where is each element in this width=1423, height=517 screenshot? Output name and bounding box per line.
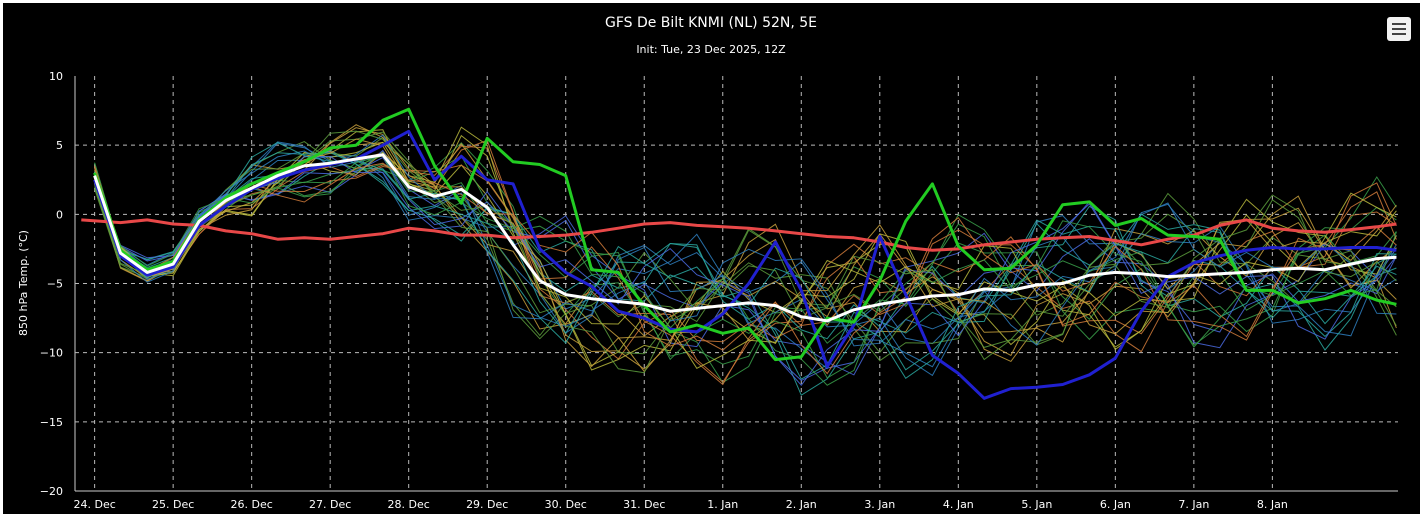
x-tick-label: 7. Jan	[1178, 498, 1209, 511]
x-tick-label: 26. Dec	[231, 498, 273, 511]
ensemble-member-line	[94, 141, 1397, 362]
y-tick-label: −5	[47, 278, 63, 291]
ensemble-member-line	[94, 145, 1397, 383]
ensemble-member-line	[94, 164, 1397, 386]
x-axis-ticks: 24. Dec 25. Dec 26. Dec 27. Dec 28. Dec 29. D…	[73, 498, 1287, 511]
x-tick-label: 25. Dec	[152, 498, 194, 511]
x-tick-label: 31. Dec	[623, 498, 665, 511]
ensemble-member-line	[94, 155, 1397, 365]
grid	[74, 76, 1398, 492]
mean-series-line	[93, 153, 1397, 323]
ensemble-member-line	[94, 161, 1397, 396]
y-tick-label: 10	[49, 70, 63, 83]
climate-series-line	[81, 218, 1397, 252]
operational-series-line	[93, 107, 1397, 362]
x-tick-label: 27. Dec	[309, 498, 351, 511]
menu-icon	[1392, 23, 1406, 25]
ensemble-chart: GFS De Bilt KNMI (NL) 52N, 5E Init: Tue,…	[17, 15, 1398, 511]
chart-title: GFS De Bilt KNMI (NL) 52N, 5E	[605, 15, 817, 31]
x-tick-label: 3. Jan	[864, 498, 895, 511]
x-tick-label: 5. Jan	[1021, 498, 1052, 511]
x-tick-label: 24. Dec	[73, 498, 115, 511]
x-tick-label: 2. Jan	[786, 498, 817, 511]
y-tick-label: −10	[40, 347, 63, 360]
ensemble-member-line	[94, 155, 1397, 386]
menu-icon-bar	[1392, 33, 1406, 35]
y-axis-ticks: 10 5 0 −5 −10 −15 −20	[40, 70, 63, 498]
x-tick-label: 29. Dec	[466, 498, 508, 511]
ensemble-member-line	[94, 156, 1397, 381]
x-tick-label: 6. Jan	[1100, 498, 1131, 511]
ensemble-member-line	[94, 142, 1397, 384]
chart-subtitle: Init: Tue, 23 Dec 2025, 12Z	[636, 43, 786, 56]
y-tick-label: 5	[56, 139, 63, 152]
y-tick-label: −20	[40, 485, 63, 498]
x-tick-label: 28. Dec	[388, 498, 430, 511]
y-axis-label: 850 hPa Temp. (°C)	[17, 230, 30, 336]
y-tick-label: 0	[56, 208, 63, 221]
menu-icon-bar	[1392, 28, 1406, 30]
x-tick-label: 1. Jan	[707, 498, 738, 511]
chart-container: GFS De Bilt KNMI (NL) 52N, 5E Init: Tue,…	[3, 3, 1420, 514]
control-series-line	[93, 129, 1397, 400]
chart-menu-button[interactable]	[1387, 17, 1411, 41]
ensemble-member-line	[94, 155, 1397, 386]
x-tick-label: 30. Dec	[545, 498, 587, 511]
x-tick-label: 8. Jan	[1257, 498, 1288, 511]
y-tick-label: −15	[40, 416, 63, 429]
highlight-series	[81, 107, 1397, 400]
x-tick-label: 4. Jan	[943, 498, 974, 511]
